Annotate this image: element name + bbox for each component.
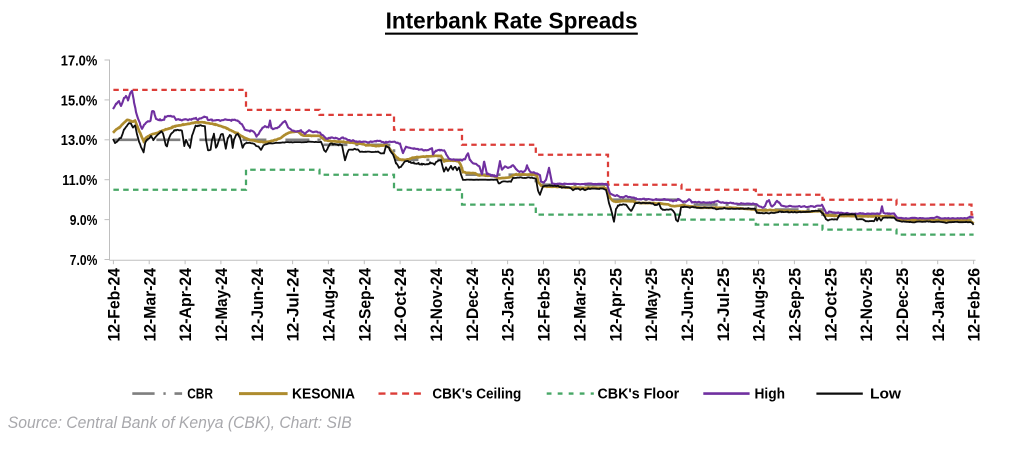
svg-text:12-Jul-24: 12-Jul-24 bbox=[285, 268, 303, 342]
svg-text:12-Apr-24: 12-Apr-24 bbox=[177, 268, 195, 342]
svg-text:CBK's Floor: CBK's Floor bbox=[598, 386, 680, 402]
svg-text:Source: Central Bank of Kenya: Source: Central Bank of Kenya (CBK), Cha… bbox=[8, 413, 352, 432]
svg-text:12-Apr-25: 12-Apr-25 bbox=[607, 268, 625, 342]
svg-text:12-Feb-26: 12-Feb-26 bbox=[966, 268, 984, 342]
svg-text:KESONIA: KESONIA bbox=[292, 386, 355, 402]
svg-text:11.0%: 11.0% bbox=[62, 172, 97, 189]
svg-text:12-Aug-25: 12-Aug-25 bbox=[751, 268, 769, 342]
svg-text:Low: Low bbox=[870, 386, 902, 402]
svg-text:15.0%: 15.0% bbox=[61, 92, 98, 109]
svg-text:12-Mar-25: 12-Mar-25 bbox=[571, 268, 589, 342]
svg-text:12-Jun-24: 12-Jun-24 bbox=[249, 268, 267, 342]
svg-text:12-May-25: 12-May-25 bbox=[643, 268, 661, 342]
svg-text:CBK's Ceiling: CBK's Ceiling bbox=[432, 386, 521, 402]
svg-text:9.0%: 9.0% bbox=[70, 212, 98, 229]
svg-text:CBR: CBR bbox=[187, 386, 213, 402]
svg-text:12-Feb-24: 12-Feb-24 bbox=[106, 268, 124, 342]
svg-text:12-Jun-25: 12-Jun-25 bbox=[679, 268, 697, 342]
svg-text:12-Oct-24: 12-Oct-24 bbox=[392, 268, 410, 342]
svg-text:7.0%: 7.0% bbox=[70, 252, 98, 269]
svg-text:Interbank Rate Spreads: Interbank Rate Spreads bbox=[386, 7, 638, 33]
svg-text:13.0%: 13.0% bbox=[61, 132, 98, 149]
svg-text:12-Jan-25: 12-Jan-25 bbox=[500, 268, 518, 342]
svg-text:12-Dec-24: 12-Dec-24 bbox=[464, 268, 482, 342]
svg-text:17.0%: 17.0% bbox=[61, 52, 98, 69]
svg-text:12-Jan-26: 12-Jan-26 bbox=[930, 268, 948, 342]
svg-text:12-Nov-24: 12-Nov-24 bbox=[428, 268, 446, 342]
svg-text:12-May-24: 12-May-24 bbox=[213, 268, 231, 342]
svg-text:12-Feb-25: 12-Feb-25 bbox=[536, 268, 554, 342]
svg-text:12-Oct-25: 12-Oct-25 bbox=[822, 268, 840, 342]
svg-text:12-Sep-24: 12-Sep-24 bbox=[356, 268, 374, 342]
svg-text:12-Sep-25: 12-Sep-25 bbox=[787, 268, 805, 342]
svg-text:12-Jul-25: 12-Jul-25 bbox=[715, 268, 733, 342]
svg-text:12-Mar-24: 12-Mar-24 bbox=[141, 268, 159, 342]
svg-text:12-Aug-24: 12-Aug-24 bbox=[321, 268, 339, 342]
svg-text:High: High bbox=[755, 386, 786, 402]
svg-text:12-Dec-25: 12-Dec-25 bbox=[894, 268, 912, 342]
svg-text:12-Nov-25: 12-Nov-25 bbox=[858, 268, 876, 342]
